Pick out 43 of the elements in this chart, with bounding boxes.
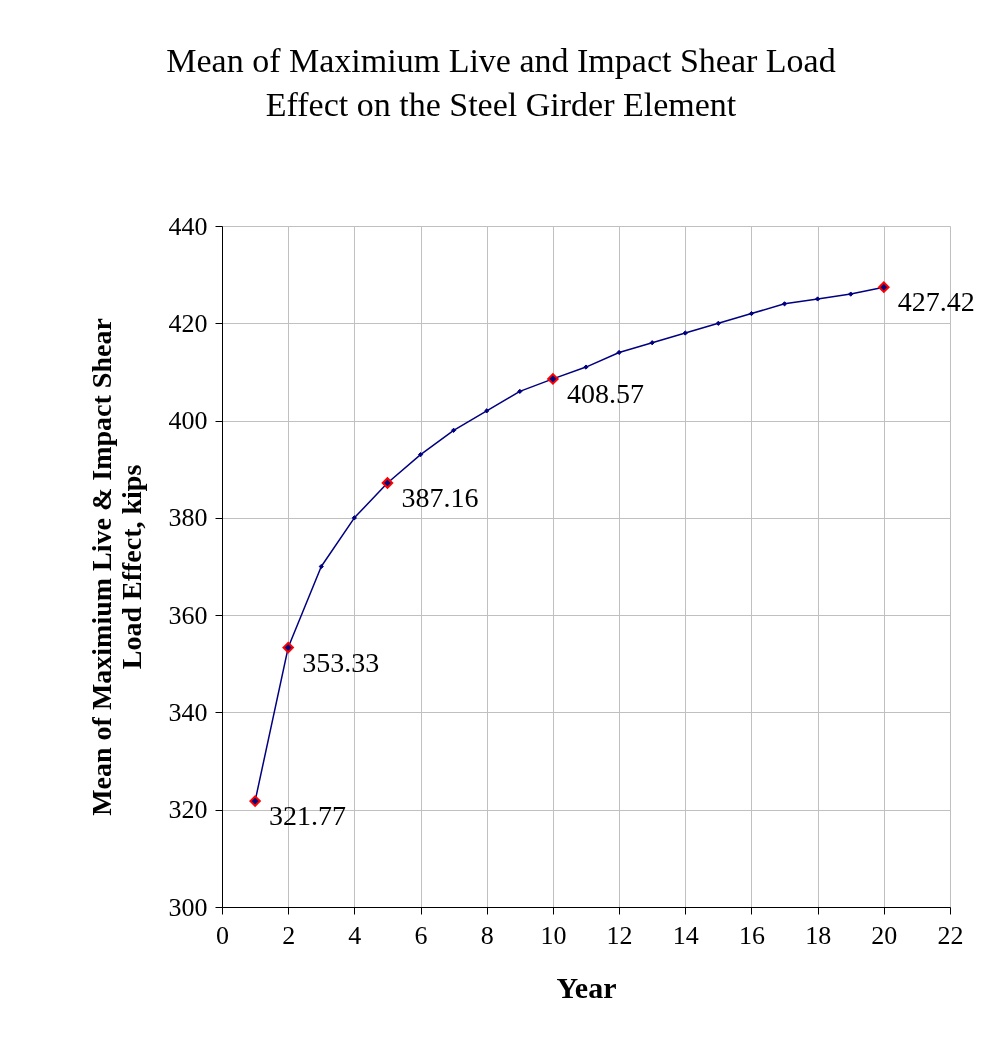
point — [451, 427, 457, 433]
y-tick-label: 320 — [168, 795, 208, 825]
y-tick-label: 440 — [168, 211, 208, 241]
chart-title: Mean of Maximium Live and Impact Shear Load Effect on the Steel Girder Element — [166, 42, 836, 123]
point — [484, 408, 490, 414]
y-tick-label: 360 — [168, 600, 208, 630]
point — [715, 320, 721, 326]
x-tick-label: 22 — [937, 920, 964, 950]
data-label: 321.77 — [269, 800, 347, 832]
point — [649, 340, 655, 346]
x-tick-label: 18 — [805, 920, 832, 950]
x-tick-label: 0 — [216, 920, 229, 950]
point — [417, 452, 424, 458]
data-label: 387.16 — [401, 482, 479, 514]
point — [583, 364, 589, 370]
point — [781, 301, 788, 307]
x-tick-label: 6 — [414, 920, 428, 950]
x-tick-label: 8 — [480, 920, 494, 950]
point — [616, 349, 622, 356]
point — [682, 330, 688, 336]
point — [815, 296, 821, 302]
x-tick-label: 4 — [348, 920, 362, 950]
y-tick-label: 380 — [168, 503, 208, 533]
data-label: 427.42 — [897, 286, 975, 318]
x-axis-title: Year — [556, 970, 617, 1004]
y-axis-title: Mean of Maximium Live & Impact Shear Load Effect, kips — [85, 318, 147, 816]
point — [517, 388, 523, 395]
x-tick-label: 20 — [871, 920, 898, 950]
y-tick-label: 400 — [168, 406, 208, 436]
y-tick-label: 420 — [168, 308, 208, 338]
y-tick-label: 340 — [168, 697, 208, 727]
x-tick-label: 2 — [282, 920, 296, 950]
data-label: 408.57 — [566, 377, 644, 409]
point — [351, 515, 357, 521]
point — [748, 310, 755, 317]
data-label: 353.33 — [302, 646, 380, 678]
point — [318, 563, 324, 570]
x-tick-label: 14 — [672, 920, 699, 950]
x-tick-label: 12 — [606, 920, 633, 950]
x-tick-label: 10 — [540, 920, 567, 950]
y-tick-label: 300 — [168, 892, 208, 922]
x-tick-label: 16 — [738, 920, 765, 950]
point — [848, 291, 854, 297]
